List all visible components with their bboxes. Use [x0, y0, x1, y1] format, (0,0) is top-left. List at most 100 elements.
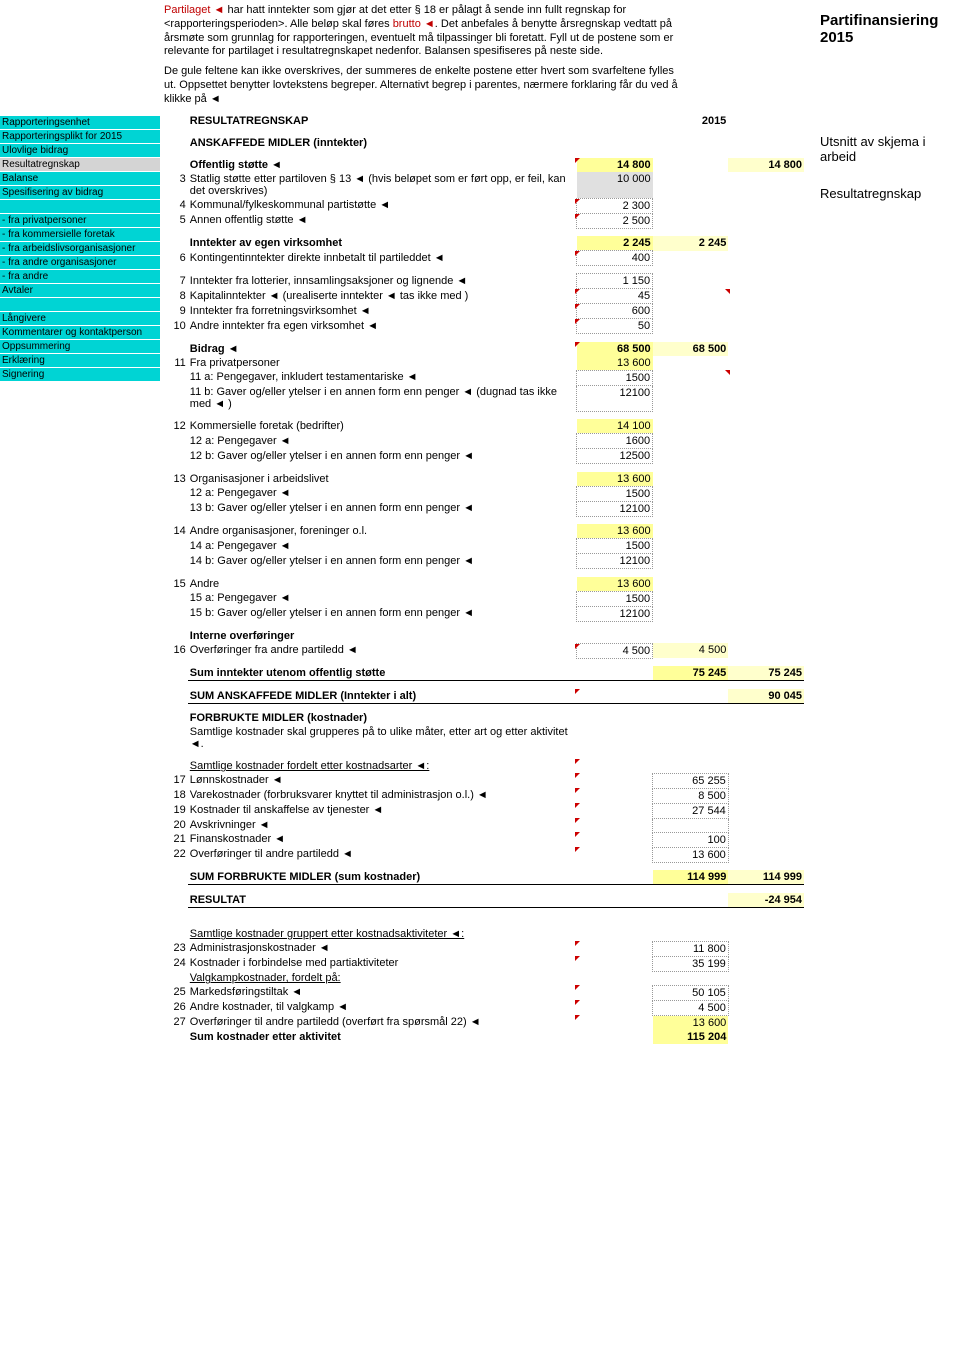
row-label: Lønnskostnader ◄ [188, 773, 577, 788]
intro-text-p2: De gule feltene kan ikke overskrives, de… [164, 65, 684, 106]
row-num: 9 [164, 304, 188, 319]
row-num: 23 [164, 941, 188, 956]
sidebar-item[interactable]: Signering [0, 368, 160, 382]
cell-value: 2 245 [577, 236, 653, 251]
section-header: RESULTATREGNSKAP [188, 114, 577, 128]
row-label: Overføringer til andre partiledd (overfø… [188, 1015, 577, 1030]
sidebar-item[interactable]: - fra arbeidslivsorganisasjoner [0, 242, 160, 256]
row-num: 24 [164, 956, 188, 971]
cell-value[interactable]: 600 [577, 304, 653, 319]
row-label: SUM ANSKAFFEDE MIDLER (Inntekter i alt) [188, 689, 577, 704]
cell-value: 4 500 [653, 643, 729, 658]
cell-value[interactable]: 1600 [577, 434, 653, 449]
cell-value[interactable]: 10 000 [577, 172, 653, 198]
row-label: Samtlige kostnader skal grupperes på to … [188, 725, 577, 751]
sidebar-item-active[interactable]: Resultatregnskap [0, 158, 160, 172]
row-label: 14 b: Gaver og/eller ytelser i en annen … [188, 554, 577, 569]
cell-value: 90 045 [728, 689, 804, 704]
row-label: Samtlige kostnader fordelt etter kostnad… [188, 759, 577, 773]
cell-value[interactable]: 100 [653, 832, 729, 847]
cell-value[interactable]: 12500 [577, 449, 653, 464]
sidebar: Rapporteringsenhet Rapporteringsplikt fo… [0, 0, 160, 1044]
cell-value[interactable]: 27 544 [653, 803, 729, 818]
cell-value[interactable]: 12100 [577, 385, 653, 411]
row-label: Kommunal/fylkeskommunal partistøtte ◄ [188, 198, 577, 213]
cell-value[interactable]: 1500 [577, 486, 653, 501]
row-num: 21 [164, 832, 188, 847]
cell-value[interactable]: 400 [577, 251, 653, 266]
sidebar-item[interactable]: Långivere [0, 312, 160, 326]
sidebar-item[interactable]: Kommentarer og kontaktperson [0, 326, 160, 340]
cell-value: 75 245 [728, 666, 804, 681]
cell-value[interactable] [653, 818, 729, 832]
row-label: Kontingentinntekter direkte innbetalt ti… [188, 251, 577, 266]
row-num: 5 [164, 213, 188, 228]
sidebar-item[interactable]: Balanse [0, 172, 160, 186]
cell-value: 14 800 [728, 158, 804, 172]
cell-value[interactable]: 50 [577, 319, 653, 334]
sidebar-item[interactable]: - fra kommersielle foretak [0, 228, 160, 242]
cell-value[interactable]: 4 500 [653, 1000, 729, 1015]
row-label: 13 b: Gaver og/eller ytelser i en annen … [188, 501, 577, 516]
sidebar-item[interactable]: Erklæring [0, 354, 160, 368]
cell-value: -24 954 [728, 893, 804, 908]
sidebar-item[interactable]: Spesifisering av bidrag [0, 186, 160, 200]
cell-value[interactable]: 4 500 [577, 643, 653, 658]
row-label: Inntekter av egen virksomhet [188, 236, 577, 251]
sidebar-item[interactable]: Avtaler [0, 284, 160, 298]
row-num: 16 [164, 643, 188, 658]
cell-value[interactable]: 1500 [577, 370, 653, 385]
cell-value[interactable]: 50 105 [653, 985, 729, 1000]
row-label: Andre inntekter fra egen virksomhet ◄ [188, 319, 577, 334]
row-num: 27 [164, 1015, 188, 1030]
cell-value[interactable]: 2 500 [577, 213, 653, 228]
sidebar-item[interactable]: Ulovlige bidrag [0, 144, 160, 158]
row-label: Overføringer fra andre partiledd ◄ [188, 643, 577, 658]
cell-value[interactable]: 1500 [577, 539, 653, 554]
sidebar-item [0, 298, 160, 312]
spreadsheet: RESULTATREGNSKAP2015 ANSKAFFEDE MIDLER (… [164, 114, 804, 1044]
cell-value: 13 600 [577, 472, 653, 487]
row-label: Sum inntekter utenom offentlig støtte [188, 666, 577, 681]
row-num: 17 [164, 773, 188, 788]
page-title: Partifinansiering 2015 [820, 12, 950, 46]
cell-value[interactable]: 45 [577, 289, 653, 304]
row-label: Markedsføringstiltak ◄ [188, 985, 577, 1000]
sidebar-item[interactable]: - fra andre organisasjoner [0, 256, 160, 270]
page-subtitle: Utsnitt av skjema i arbeid [820, 134, 950, 164]
sidebar-item[interactable]: Oppsummering [0, 340, 160, 354]
row-label: Organisasjoner i arbeidslivet [188, 472, 577, 487]
row-num: 8 [164, 289, 188, 304]
row-label: Kostnader i forbindelse med partiaktivit… [188, 956, 577, 971]
cell-value[interactable]: 1500 [577, 591, 653, 606]
row-label: Interne overføringer [188, 629, 577, 643]
cell-value[interactable]: 65 255 [653, 773, 729, 788]
row-num: 14 [164, 524, 188, 539]
subsection-header: FORBRUKTE MIDLER (kostnader) [188, 711, 577, 725]
row-label: Andre kostnader, til valgkamp ◄ [188, 1000, 577, 1015]
cell-value[interactable]: 35 199 [653, 956, 729, 971]
sidebar-item[interactable]: Rapporteringsenhet [0, 116, 160, 130]
cell-value: 114 999 [728, 870, 804, 885]
row-num: 15 [164, 577, 188, 592]
year-label: 2015 [653, 114, 729, 128]
cell-value[interactable]: 1 150 [577, 274, 653, 289]
cell-value[interactable]: 8 500 [653, 788, 729, 803]
cell-value[interactable]: 11 800 [653, 941, 729, 956]
cell-value: 114 999 [653, 870, 729, 885]
intro-highlight: Partilaget ◄ [164, 4, 224, 16]
cell-value[interactable]: 13 600 [653, 847, 729, 862]
row-label: SUM FORBRUKTE MIDLER (sum kostnader) [188, 870, 577, 885]
row-label: 11 a: Pengegaver, inkludert testamentari… [188, 370, 577, 385]
cell-value: 2 245 [653, 236, 729, 251]
row-label: 11 b: Gaver og/eller ytelser i en annen … [188, 385, 577, 411]
cell-value[interactable]: 12100 [577, 501, 653, 516]
sidebar-item[interactable]: - fra privatpersoner [0, 214, 160, 228]
cell-value[interactable]: 2 300 [577, 198, 653, 213]
cell-value: 68 500 [653, 342, 729, 356]
row-label: Fra privatpersoner [188, 356, 577, 371]
sidebar-item[interactable]: Rapporteringsplikt for 2015 [0, 130, 160, 144]
sidebar-item[interactable]: - fra andre [0, 270, 160, 284]
cell-value[interactable]: 12100 [577, 554, 653, 569]
cell-value[interactable]: 12100 [577, 606, 653, 621]
